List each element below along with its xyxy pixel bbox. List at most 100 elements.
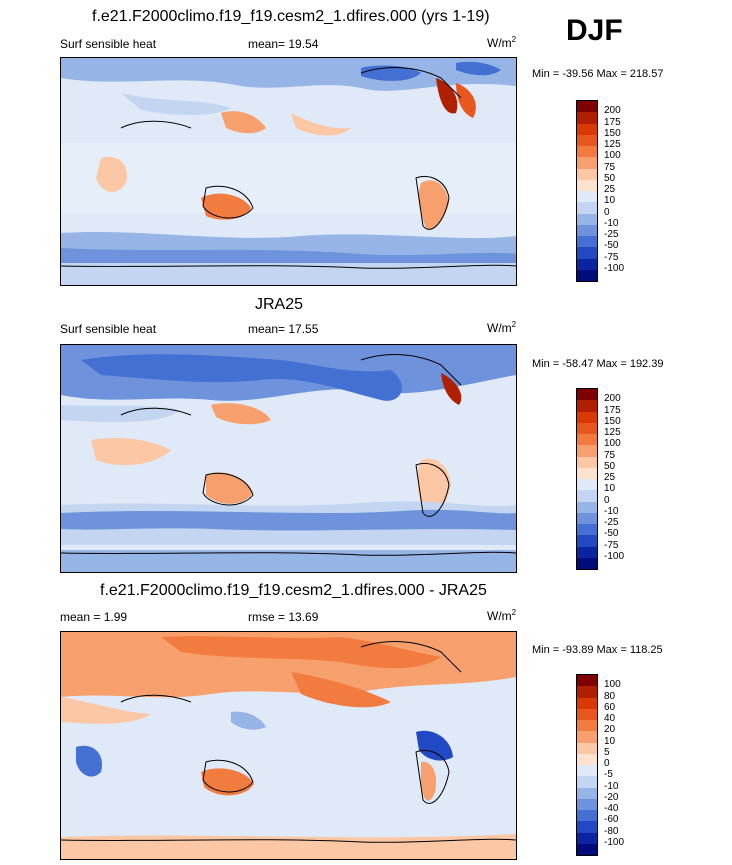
colorbar-swatch bbox=[577, 798, 597, 810]
colorbar-swatch bbox=[577, 535, 597, 547]
colorbar-tick-label: -40 bbox=[604, 803, 619, 814]
colorbar-tick-label: 5 bbox=[604, 746, 610, 758]
season-label: DJF bbox=[566, 14, 623, 47]
panel-1-variable-label: Surf sensible heat bbox=[60, 37, 157, 51]
panel-1-minmax: Min = -39.56 Max = 218.57 bbox=[532, 68, 664, 80]
colorbar-swatch bbox=[577, 821, 597, 833]
panel-3-title: f.e21.F2000climo.f19_f19.cesm2_1.dfires.… bbox=[100, 582, 487, 599]
colorbar-tick-label: -50 bbox=[604, 240, 619, 252]
colorbar-swatch bbox=[577, 731, 597, 743]
panel-2-colorbar-swatches bbox=[576, 388, 598, 570]
colorbar-tick-label: -100 bbox=[604, 836, 625, 848]
colorbar-tick-label: 50 bbox=[604, 460, 616, 472]
panel-2-colorbar: 200 175 150 125 100 75 50 25 10 0 -10 -25 -50 -75 -100 bbox=[576, 388, 636, 570]
colorbar-swatch bbox=[577, 675, 597, 687]
panel-1-mean-label: mean= 19.54 bbox=[248, 37, 319, 51]
colorbar-swatch bbox=[577, 512, 597, 524]
colorbar-swatch bbox=[577, 168, 597, 180]
colorbar-swatch bbox=[577, 134, 597, 146]
colorbar-swatch bbox=[577, 445, 597, 457]
colorbar-tick-label: 0 bbox=[604, 494, 610, 506]
panel-1-colorbar-swatches bbox=[576, 100, 598, 282]
colorbar-swatch bbox=[577, 501, 597, 513]
colorbar-swatch bbox=[577, 258, 597, 270]
colorbar-swatch bbox=[577, 456, 597, 468]
panel-3-colorbar: 100 80 60 40 20 10 5 0 -5 -10 -20 -40 -60 -80 -100 bbox=[576, 674, 636, 856]
colorbar-tick-label: 10 bbox=[604, 195, 616, 207]
panel-3-mean-label: mean = 1.99 bbox=[60, 610, 128, 624]
colorbar-swatch bbox=[577, 776, 597, 788]
panel-1-units: W/m2 bbox=[487, 35, 517, 50]
colorbar-tick-label: 200 bbox=[604, 393, 621, 405]
colorbar-swatch bbox=[577, 742, 597, 754]
colorbar-swatch bbox=[577, 524, 597, 536]
colorbar-swatch bbox=[577, 236, 597, 248]
colorbar-swatch bbox=[577, 810, 597, 822]
colorbar-tick-label: 10 bbox=[604, 735, 616, 747]
colorbar-swatch bbox=[577, 411, 597, 423]
colorbar-tick-label: 0 bbox=[604, 206, 610, 218]
colorbar-swatch bbox=[577, 400, 597, 412]
colorbar-tick-label: -5 bbox=[604, 769, 613, 781]
colorbar-tick-label: 200 bbox=[604, 105, 621, 117]
colorbar-swatch bbox=[577, 157, 597, 169]
panel-2-mean-label: mean= 17.55 bbox=[248, 322, 319, 336]
colorbar-swatch bbox=[577, 389, 597, 401]
colorbar-tick-label: -80 bbox=[604, 825, 619, 837]
colorbar-swatch bbox=[577, 697, 597, 709]
colorbar-tick-label: 20 bbox=[604, 724, 616, 736]
colorbar-swatch bbox=[577, 434, 597, 446]
colorbar-tick-label: 100 bbox=[604, 438, 621, 450]
colorbar-swatch bbox=[577, 247, 597, 259]
panel-3-rmse-label: rmse = 13.69 bbox=[248, 610, 319, 624]
colorbar-swatch bbox=[577, 557, 597, 569]
colorbar-swatch bbox=[577, 269, 597, 281]
colorbar-tick-label: 60 bbox=[604, 701, 616, 713]
colorbar-tick-label: 25 bbox=[604, 472, 616, 483]
panel-3-minmax: Min = -93.89 Max = 118.25 bbox=[532, 644, 663, 656]
colorbar-tick-label: -25 bbox=[604, 517, 619, 528]
colorbar-tick-label: 40 bbox=[604, 713, 616, 724]
colorbar-swatch bbox=[577, 224, 597, 236]
panel-2-title: JRA25 bbox=[255, 296, 304, 313]
colorbar-swatch bbox=[577, 708, 597, 720]
colorbar-swatch bbox=[577, 753, 597, 765]
colorbar-tick-label: 25 bbox=[604, 184, 616, 195]
colorbar-swatch bbox=[577, 191, 597, 203]
panel-2-units: W/m2 bbox=[487, 320, 517, 335]
colorbar-tick-label: 10 bbox=[604, 483, 616, 495]
panel-2-minmax: Min = -58.47 Max = 192.39 bbox=[532, 358, 664, 370]
colorbar-swatch bbox=[577, 467, 597, 479]
colorbar-tick-label: 100 bbox=[604, 679, 621, 691]
colorbar-tick-label: 150 bbox=[604, 415, 621, 427]
colorbar-tick-label: -10 bbox=[604, 217, 619, 229]
colorbar-swatch bbox=[577, 179, 597, 191]
colorbar-tick-label: -50 bbox=[604, 528, 619, 540]
panel-1-map bbox=[60, 57, 517, 286]
colorbar-swatch bbox=[577, 213, 597, 225]
colorbar-tick-label: -100 bbox=[604, 262, 625, 274]
colorbar-tick-label: -100 bbox=[604, 550, 625, 562]
colorbar-swatch bbox=[577, 123, 597, 135]
colorbar-tick-label: -20 bbox=[604, 791, 619, 803]
colorbar-tick-label: 125 bbox=[604, 139, 621, 150]
colorbar-swatch bbox=[577, 686, 597, 698]
colorbar-swatch bbox=[577, 765, 597, 777]
colorbar-tick-label: -25 bbox=[604, 229, 619, 240]
colorbar-swatch bbox=[577, 843, 597, 855]
colorbar-tick-label: 100 bbox=[604, 150, 621, 162]
colorbar-tick-label: -75 bbox=[604, 539, 619, 551]
colorbar-swatch bbox=[577, 479, 597, 491]
colorbar-swatch bbox=[577, 112, 597, 124]
panel-3-map bbox=[60, 631, 517, 860]
panel-1-colorbar: 200 175 150 125 100 75 50 25 10 0 -10 -25 -50 -75 -100 bbox=[576, 100, 636, 282]
colorbar-tick-label: 50 bbox=[604, 172, 616, 184]
colorbar-tick-label: 125 bbox=[604, 427, 621, 438]
colorbar-tick-label: 80 bbox=[604, 690, 616, 702]
panel-3-map-field bbox=[61, 632, 516, 859]
panel-2-map-field bbox=[61, 345, 516, 572]
colorbar-swatch bbox=[577, 720, 597, 732]
colorbar-tick-label: 75 bbox=[604, 161, 616, 173]
panel-3-units: W/m2 bbox=[487, 608, 517, 623]
colorbar-tick-label: 150 bbox=[604, 127, 621, 139]
